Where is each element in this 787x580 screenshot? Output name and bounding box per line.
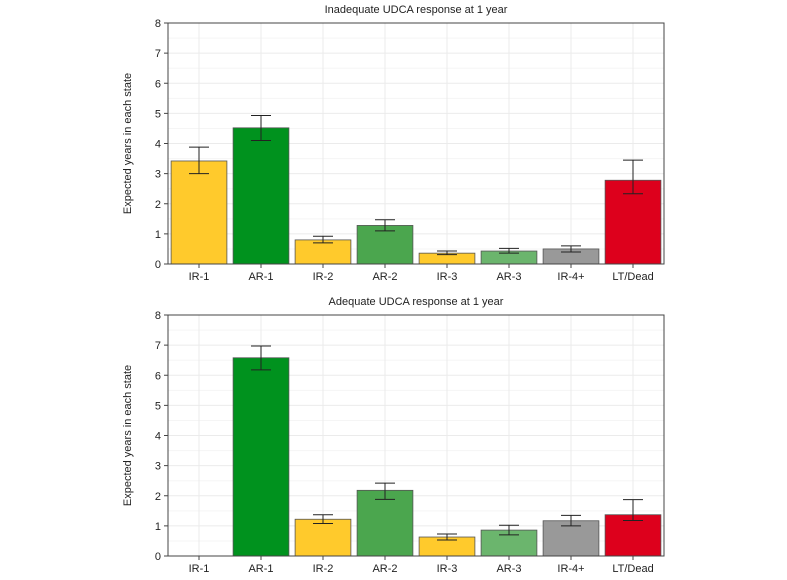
- y-tick-label: 2: [155, 199, 161, 211]
- panel-adequate-response: 0 1 2 3 4 5 6 7 8 IR-1 AR-1 IR-2 AR-2 IR-3 AR-3 IR-4+ LT…: [122, 296, 665, 575]
- error-bar: [375, 482, 395, 500]
- chart-title: Inadequate UDCA response at 1 year: [325, 4, 508, 16]
- x-tick-label: IR-3: [437, 271, 458, 283]
- bar-lt-dead: [604, 514, 662, 557]
- y-tick-label: 3: [155, 461, 161, 473]
- x-tick-label: IR-2: [313, 563, 334, 575]
- x-tick-label: AR-2: [372, 271, 397, 283]
- error-bar: [499, 247, 519, 254]
- x-tick-label: AR-2: [372, 563, 397, 575]
- y-tick-label: 3: [155, 169, 161, 181]
- error-bar: [251, 345, 271, 371]
- x-tick-label: IR-2: [313, 271, 334, 283]
- y-tick-label: 6: [155, 78, 161, 90]
- x-tick-label: IR-4+: [557, 271, 584, 283]
- x-tick-label: AR-1: [248, 563, 273, 575]
- y-tick-label: 0: [155, 259, 161, 271]
- error-bar: [313, 514, 333, 524]
- error-bar: [623, 159, 643, 195]
- error-bar: [437, 250, 457, 256]
- error-bar: [313, 235, 333, 244]
- y-tick-label: 4: [155, 139, 161, 151]
- y-tick-label: 1: [155, 229, 161, 241]
- x-tick-label: LT/Dead: [612, 271, 653, 283]
- y-tick-label: 2: [155, 491, 161, 503]
- error-bar: [189, 146, 209, 175]
- error-bar: [499, 524, 519, 536]
- error-bar: [437, 533, 457, 541]
- y-tick-label: 0: [155, 551, 161, 563]
- bar-ar-1: [232, 127, 290, 265]
- x-tick-label: AR-3: [496, 271, 521, 283]
- x-tick-label: LT/Dead: [612, 563, 653, 575]
- chart-title: Adequate UDCA response at 1 year: [329, 296, 504, 308]
- y-tick-label: 8: [155, 310, 161, 322]
- error-bar: [561, 245, 581, 253]
- y-tick-label: 6: [155, 370, 161, 382]
- error-bar: [251, 114, 271, 141]
- error-bar: [561, 514, 581, 527]
- x-tick-label: AR-3: [496, 563, 521, 575]
- y-tick-label: 4: [155, 431, 161, 443]
- y-tick-label: 7: [155, 340, 161, 352]
- bar-ir-2: [294, 239, 352, 265]
- x-tick-label: IR-1: [189, 563, 210, 575]
- x-tick-label: IR-1: [189, 271, 210, 283]
- bar-ar-2: [356, 489, 414, 557]
- bar-ir-1: [170, 160, 228, 265]
- x-tick-label: IR-4+: [557, 563, 584, 575]
- y-tick-label: 5: [155, 108, 161, 120]
- bar-ir-2: [294, 518, 352, 557]
- bar-ir-4-: [542, 520, 600, 557]
- error-bar: [623, 499, 643, 521]
- x-tick-label: IR-3: [437, 563, 458, 575]
- y-tick-label: 1: [155, 521, 161, 533]
- panel-inadequate-response: 0 1 2 3 4 5 6 7 8 IR-1 AR-1 IR-2 AR-2 IR-3 AR-3 IR-4+ LT…: [122, 4, 665, 283]
- y-tick-label: 5: [155, 400, 161, 412]
- bar-ar-1: [232, 357, 290, 557]
- y-tick-label: 7: [155, 48, 161, 60]
- y-axis-label: Expected years in each state: [122, 365, 134, 506]
- error-bar: [375, 219, 395, 232]
- x-tick-label: AR-1: [248, 271, 273, 283]
- y-tick-label: 8: [155, 18, 161, 30]
- y-axis-label: Expected years in each state: [122, 73, 134, 214]
